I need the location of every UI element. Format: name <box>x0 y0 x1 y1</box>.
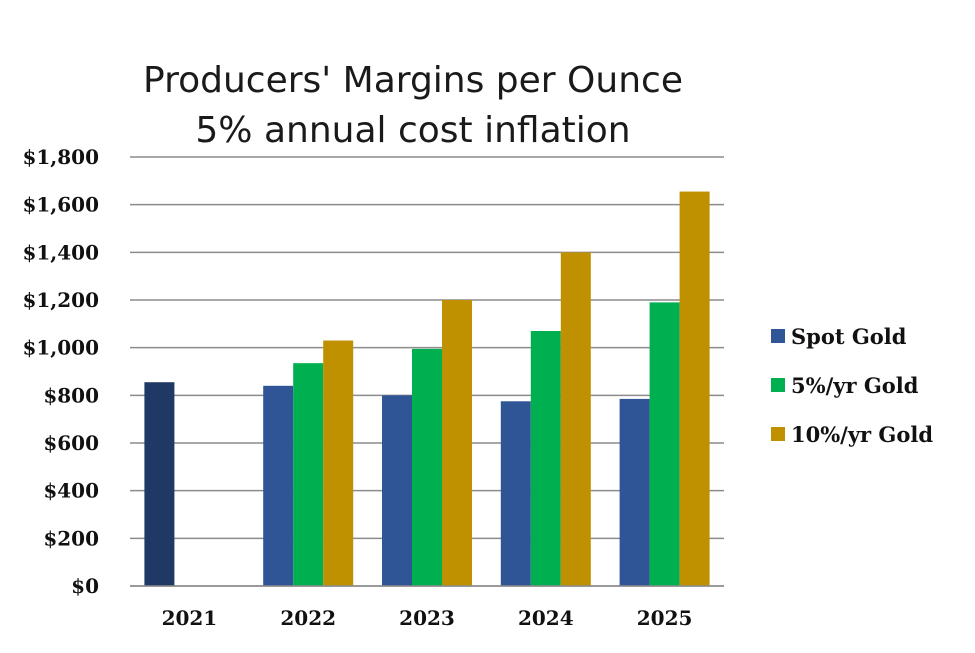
bar-10-yr-gold-2023 <box>442 300 472 586</box>
bar-spot-gold-2022 <box>263 385 294 586</box>
y-axis-ticks: $0 $200 $400 $600 $800 $1,000 $1,200 $1,400 $1,6… <box>22 145 99 598</box>
bar-10-yr-gold-2024 <box>560 252 591 587</box>
x-tick-label: 2022 <box>280 606 336 630</box>
y-tick-label: $0 <box>71 574 99 598</box>
x-tick-label: 2021 <box>162 606 218 630</box>
legend: Spot Gold 5%/yr Gold 10%/yr Gold <box>771 324 933 447</box>
y-tick-label: $600 <box>43 431 99 455</box>
legend-label: 10%/yr Gold <box>791 422 933 447</box>
chart-subtitle: 5% annual cost inflation <box>195 110 630 151</box>
chart-title: Producers' Margins per Ounce <box>143 60 683 101</box>
x-tick-label: 2024 <box>518 606 574 630</box>
bar-5-yr-gold-2024 <box>530 330 561 586</box>
bar-5-yr-gold-2023 <box>412 348 442 586</box>
y-tick-label: $400 <box>43 479 99 503</box>
legend-swatch <box>771 378 785 392</box>
legend-swatch <box>771 329 785 343</box>
y-tick-label: $800 <box>43 383 99 407</box>
bar-spot-gold-2025 <box>619 398 650 586</box>
bar-10-yr-gold-2022 <box>323 340 354 586</box>
bar-5-yr-gold-2025 <box>649 302 680 586</box>
bars <box>144 191 710 587</box>
legend-label: Spot Gold <box>791 324 907 349</box>
y-tick-label: $1,400 <box>22 240 99 264</box>
legend-label: 5%/yr Gold <box>791 373 919 398</box>
y-tick-label: $1,000 <box>22 336 99 360</box>
x-tick-label: 2025 <box>637 606 693 630</box>
bar-spot-gold-2021 <box>144 382 175 586</box>
bar-5-yr-gold-2022 <box>293 363 324 586</box>
y-tick-label: $1,200 <box>22 288 99 312</box>
bar-10-yr-gold-2025 <box>679 191 710 586</box>
x-tick-label: 2023 <box>399 606 455 630</box>
bar-spot-gold-2024 <box>500 401 531 586</box>
y-tick-label: $1,800 <box>22 145 99 169</box>
y-tick-label: $200 <box>43 526 99 550</box>
legend-swatch <box>771 427 785 441</box>
y-tick-label: $1,600 <box>22 193 99 217</box>
x-axis-ticks: 2021 2022 2023 2024 2025 <box>162 606 693 630</box>
bar-spot-gold-2023 <box>382 395 412 586</box>
